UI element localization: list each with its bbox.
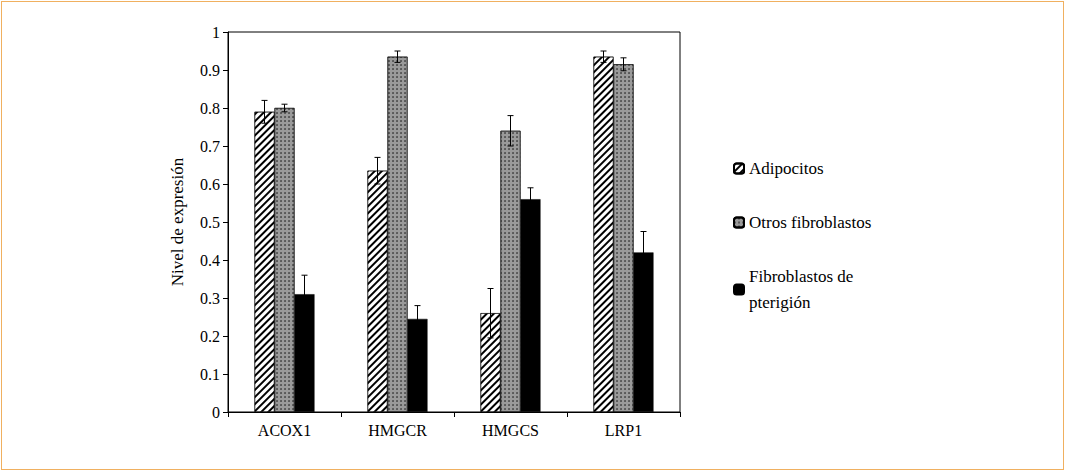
svg-text:Fibroblastos de: Fibroblastos de <box>749 267 858 286</box>
svg-text:0: 0 <box>212 404 220 421</box>
svg-text:Otros fibroblastos: Otros fibroblastos <box>749 213 871 232</box>
svg-text:0.9: 0.9 <box>200 62 220 79</box>
svg-text:ACOX1: ACOX1 <box>258 422 311 439</box>
svg-text:1: 1 <box>212 24 220 41</box>
svg-text:Adipocitos: Adipocitos <box>749 159 824 178</box>
svg-text:0.4: 0.4 <box>200 252 220 269</box>
svg-text:0.7: 0.7 <box>200 138 220 155</box>
svg-text:HMGCR: HMGCR <box>368 422 427 439</box>
svg-text:HMGCS: HMGCS <box>482 422 539 439</box>
svg-text:0.5: 0.5 <box>200 214 220 231</box>
svg-text:LRP1: LRP1 <box>605 422 642 439</box>
svg-text:0.3: 0.3 <box>200 290 220 307</box>
svg-text:0.2: 0.2 <box>200 328 220 345</box>
svg-text:Nivel de expresión: Nivel de expresión <box>168 157 187 286</box>
svg-text:0.6: 0.6 <box>200 176 220 193</box>
svg-text:0.1: 0.1 <box>200 366 220 383</box>
svg-text:0.8: 0.8 <box>200 100 220 117</box>
svg-text:pterigión: pterigión <box>749 293 811 312</box>
